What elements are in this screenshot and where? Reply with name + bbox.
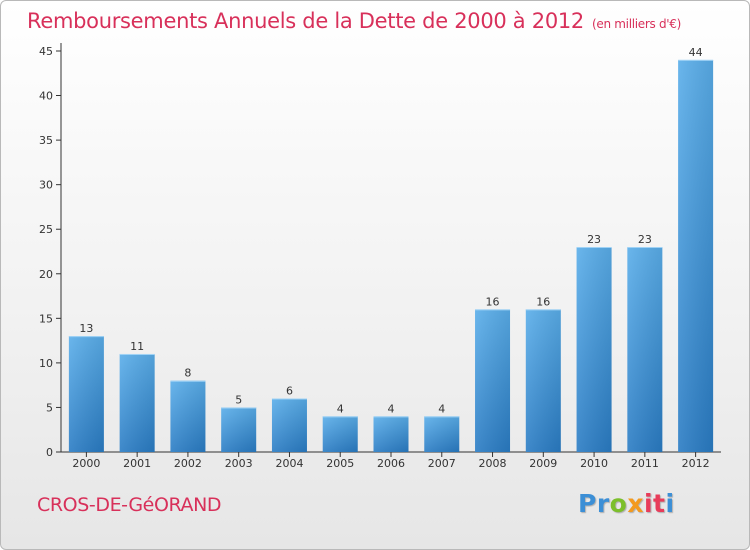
x-tick-label: 2011: [631, 457, 659, 470]
bar-value-label: 44: [689, 46, 703, 59]
bar-value-label: 5: [235, 393, 242, 406]
bar-value-label: 4: [337, 402, 344, 415]
bar-shade: [678, 59, 714, 453]
bar-shade: [576, 247, 612, 452]
bar-shade: [170, 380, 206, 452]
x-tick-label: 2009: [529, 457, 557, 470]
y-tick-label: 15: [39, 312, 53, 325]
x-tick-label: 2010: [580, 457, 608, 470]
bar-shade: [322, 416, 358, 452]
bar-shade: [525, 309, 561, 452]
bar-shade: [627, 247, 663, 452]
x-tick-label: 2007: [428, 457, 456, 470]
bar-value-label: 6: [286, 385, 293, 398]
bar-shade: [119, 353, 155, 452]
chart-subtitle: (en milliers d'€): [592, 17, 682, 31]
bar-value-label: 23: [638, 233, 652, 246]
y-tick-label: 10: [39, 357, 53, 370]
x-tick-label: 2005: [326, 457, 354, 470]
y-tick-label: 25: [39, 223, 53, 236]
y-tick-label: 20: [39, 268, 53, 281]
bar-value-label: 16: [486, 295, 500, 308]
y-tick-label: 45: [39, 45, 53, 58]
x-tick-label: 2002: [174, 457, 202, 470]
bar-shade: [475, 309, 511, 452]
proxiti-logo: Proxiti: [578, 489, 675, 518]
y-tick-label: 40: [39, 90, 53, 103]
y-tick-label: 30: [39, 179, 53, 192]
location-name: CROS-DE-GéORAND: [37, 494, 222, 516]
bar-value-label: 8: [184, 367, 191, 380]
bar-value-label: 11: [130, 340, 144, 353]
bar-value-label: 13: [79, 322, 93, 335]
bar-value-label: 16: [536, 295, 550, 308]
x-tick-label: 2006: [377, 457, 405, 470]
bar-value-label: 4: [438, 402, 445, 415]
bar-shade: [221, 407, 257, 452]
x-tick-label: 2001: [123, 457, 151, 470]
x-tick-label: 2012: [682, 457, 710, 470]
bar-value-label: 4: [388, 402, 395, 415]
x-tick-label: 2004: [275, 457, 303, 470]
chart-title: Remboursements Annuels de la Dette de 20…: [27, 9, 681, 33]
bar-shade: [373, 416, 409, 452]
x-tick-label: 2003: [225, 457, 253, 470]
x-tick-label: 2000: [72, 457, 100, 470]
bar-shade: [271, 398, 307, 452]
chart-title-text: Remboursements Annuels de la Dette de 20…: [27, 9, 584, 33]
y-tick-label: 0: [46, 446, 53, 459]
y-tick-label: 5: [46, 401, 53, 414]
bar-shade: [68, 336, 104, 452]
y-tick-label: 35: [39, 134, 53, 147]
bar-shade: [424, 416, 460, 452]
x-tick-label: 2008: [479, 457, 507, 470]
bar-value-label: 23: [587, 233, 601, 246]
